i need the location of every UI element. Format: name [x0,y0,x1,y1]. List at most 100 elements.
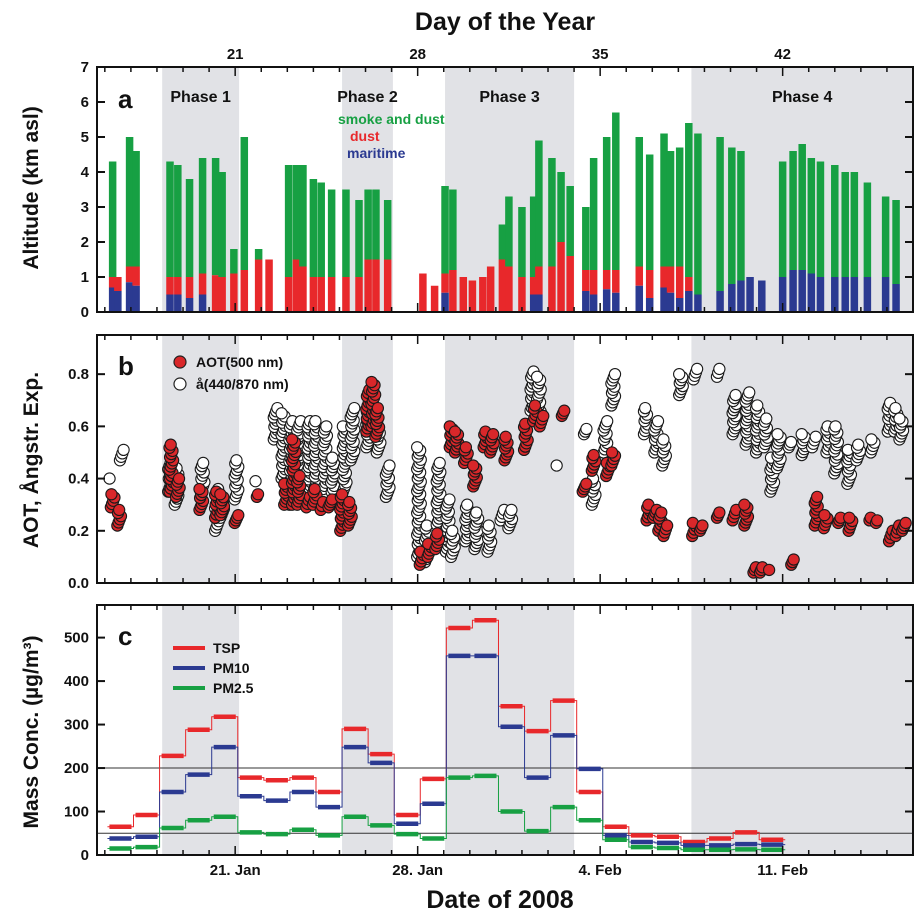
bar-maritime-3 [132,285,140,312]
bar-dust-38 [548,266,556,312]
panel-c-frame [96,604,914,856]
panel-a-ytick-label: 6 [81,94,89,111]
legend-aot: AOT(500 nm) [196,354,283,370]
bar-maritime-51 [694,294,702,312]
bar-maritime-44 [612,292,620,312]
bar-smoke-0 [108,161,117,277]
top-tick-label-0: 21 [227,46,244,63]
aot-point-57-1 [871,514,884,527]
bar-dust-48 [666,266,675,293]
aot-point-6-7 [214,488,227,501]
panel-a-axes: 0 1 2 3 4 5 6 7 [81,59,914,321]
aot-point-27-7 [467,459,480,472]
bar-dust-23 [372,259,380,312]
aot-point-29-6 [487,428,500,441]
bar-maritime-1 [114,291,122,312]
bar-dust-1 [114,277,122,291]
bar-dust-41 [582,270,590,291]
bar-maritime-67 [892,284,900,312]
bar-dust-15 [292,259,301,312]
panel-c-ylabel: Mass Conc. (µg/m³) [20,636,43,829]
bar-dust-33 [498,259,507,312]
bar-smoke-35 [518,207,526,277]
bar-maritime-54 [737,280,745,312]
aot-point-1-5 [113,503,126,517]
bottom-tick-label-1: 28. Jan [392,862,443,879]
aot-point-17-8 [343,495,356,509]
bar-maritime-58 [789,270,797,312]
angstrom-point-33-14 [530,370,544,383]
bar-maritime-46 [645,298,654,312]
bar-smoke-3 [132,151,140,267]
phase-shade-c-4 [691,605,913,855]
bar-smoke-5 [174,165,182,277]
angstrom-point-16-15 [326,451,339,464]
bar-dust-29 [459,277,468,312]
panel-c-ytick-label: 300 [64,717,89,734]
aot-point-47-7 [738,498,751,511]
bar-smoke-16 [299,165,307,267]
legend-maritime: maritime [347,145,406,161]
bar-smoke-28 [449,189,457,270]
bar-smoke-27 [441,186,449,274]
panel-a-ytick-label: 0 [81,304,89,321]
bar-dust-22 [364,259,372,312]
bottom-axis-title: Date of 2008 [426,886,573,914]
bar-smoke-40 [566,186,574,256]
angstrom-point-48-9 [760,412,773,425]
bar-smoke-44 [612,112,620,270]
bar-dust-45 [635,266,644,286]
bar-smoke-54 [737,151,745,281]
aot-point-23-5 [431,527,444,540]
legend-smoke-and-dust: smoke and dust [338,111,445,127]
bar-maritime-48 [666,292,675,312]
bar-dust-26 [430,285,439,312]
bar-dust-34 [505,266,513,312]
bar-dust-28 [449,270,457,312]
angstrom-point-38-10 [608,368,622,381]
angstrom-point-52-7 [795,428,808,441]
panel-b-letter: b [118,351,134,381]
angstrom-point-57-5 [852,438,865,451]
bar-smoke-2 [125,137,134,267]
top-axis-ticks: 21 28 35 42 [227,46,791,63]
bar-smoke-6 [185,179,194,277]
aot-point-60-3 [899,516,912,530]
panel-b-ytick-label: 0.8 [68,366,89,383]
panel-c-ytick-label: 500 [64,630,89,647]
phase-label-1: Phase 1 [170,89,231,106]
bar-dust-31 [479,277,487,312]
panel-c-ytick-label: 100 [64,804,89,821]
angstrom-point-39-8 [639,401,652,415]
legend-pm10: PM10 [213,660,250,676]
bottom-tick-label-3: 11. Feb [757,862,808,879]
bar-smoke-34 [505,196,513,267]
bar-smoke-62 [831,165,839,277]
aot-point-42-3 [660,519,674,532]
bar-maritime-57 [778,277,787,312]
bottom-tick-label-0: 21. Jan [210,862,261,879]
angstrom-point-21-10 [383,459,396,472]
bar-maritime-47 [660,287,668,312]
panel-b-ytick-label: 0.2 [68,523,89,540]
top-tick-label-3: 42 [774,46,791,63]
bar-smoke-21 [355,200,363,277]
bar-smoke-57 [778,161,787,277]
angstrom-point-22-35 [411,441,424,454]
aot-point-19-14 [365,375,378,389]
bar-dust-18 [317,277,325,312]
bar-dust-39 [557,242,565,312]
angstrom-point-31-6 [505,503,518,517]
angstrom-point-45-13 [729,388,742,402]
bar-smoke-33 [498,224,507,260]
angstrom-point-28-12 [470,506,483,519]
aot-point-41-6 [655,506,668,519]
bar-smoke-53 [728,147,736,284]
bar-maritime-60 [807,273,816,312]
bar-smoke-43 [602,137,611,270]
bar-maritime-37 [535,294,543,312]
bar-smoke-59 [798,144,806,270]
top-tick-label-1: 28 [409,46,426,63]
